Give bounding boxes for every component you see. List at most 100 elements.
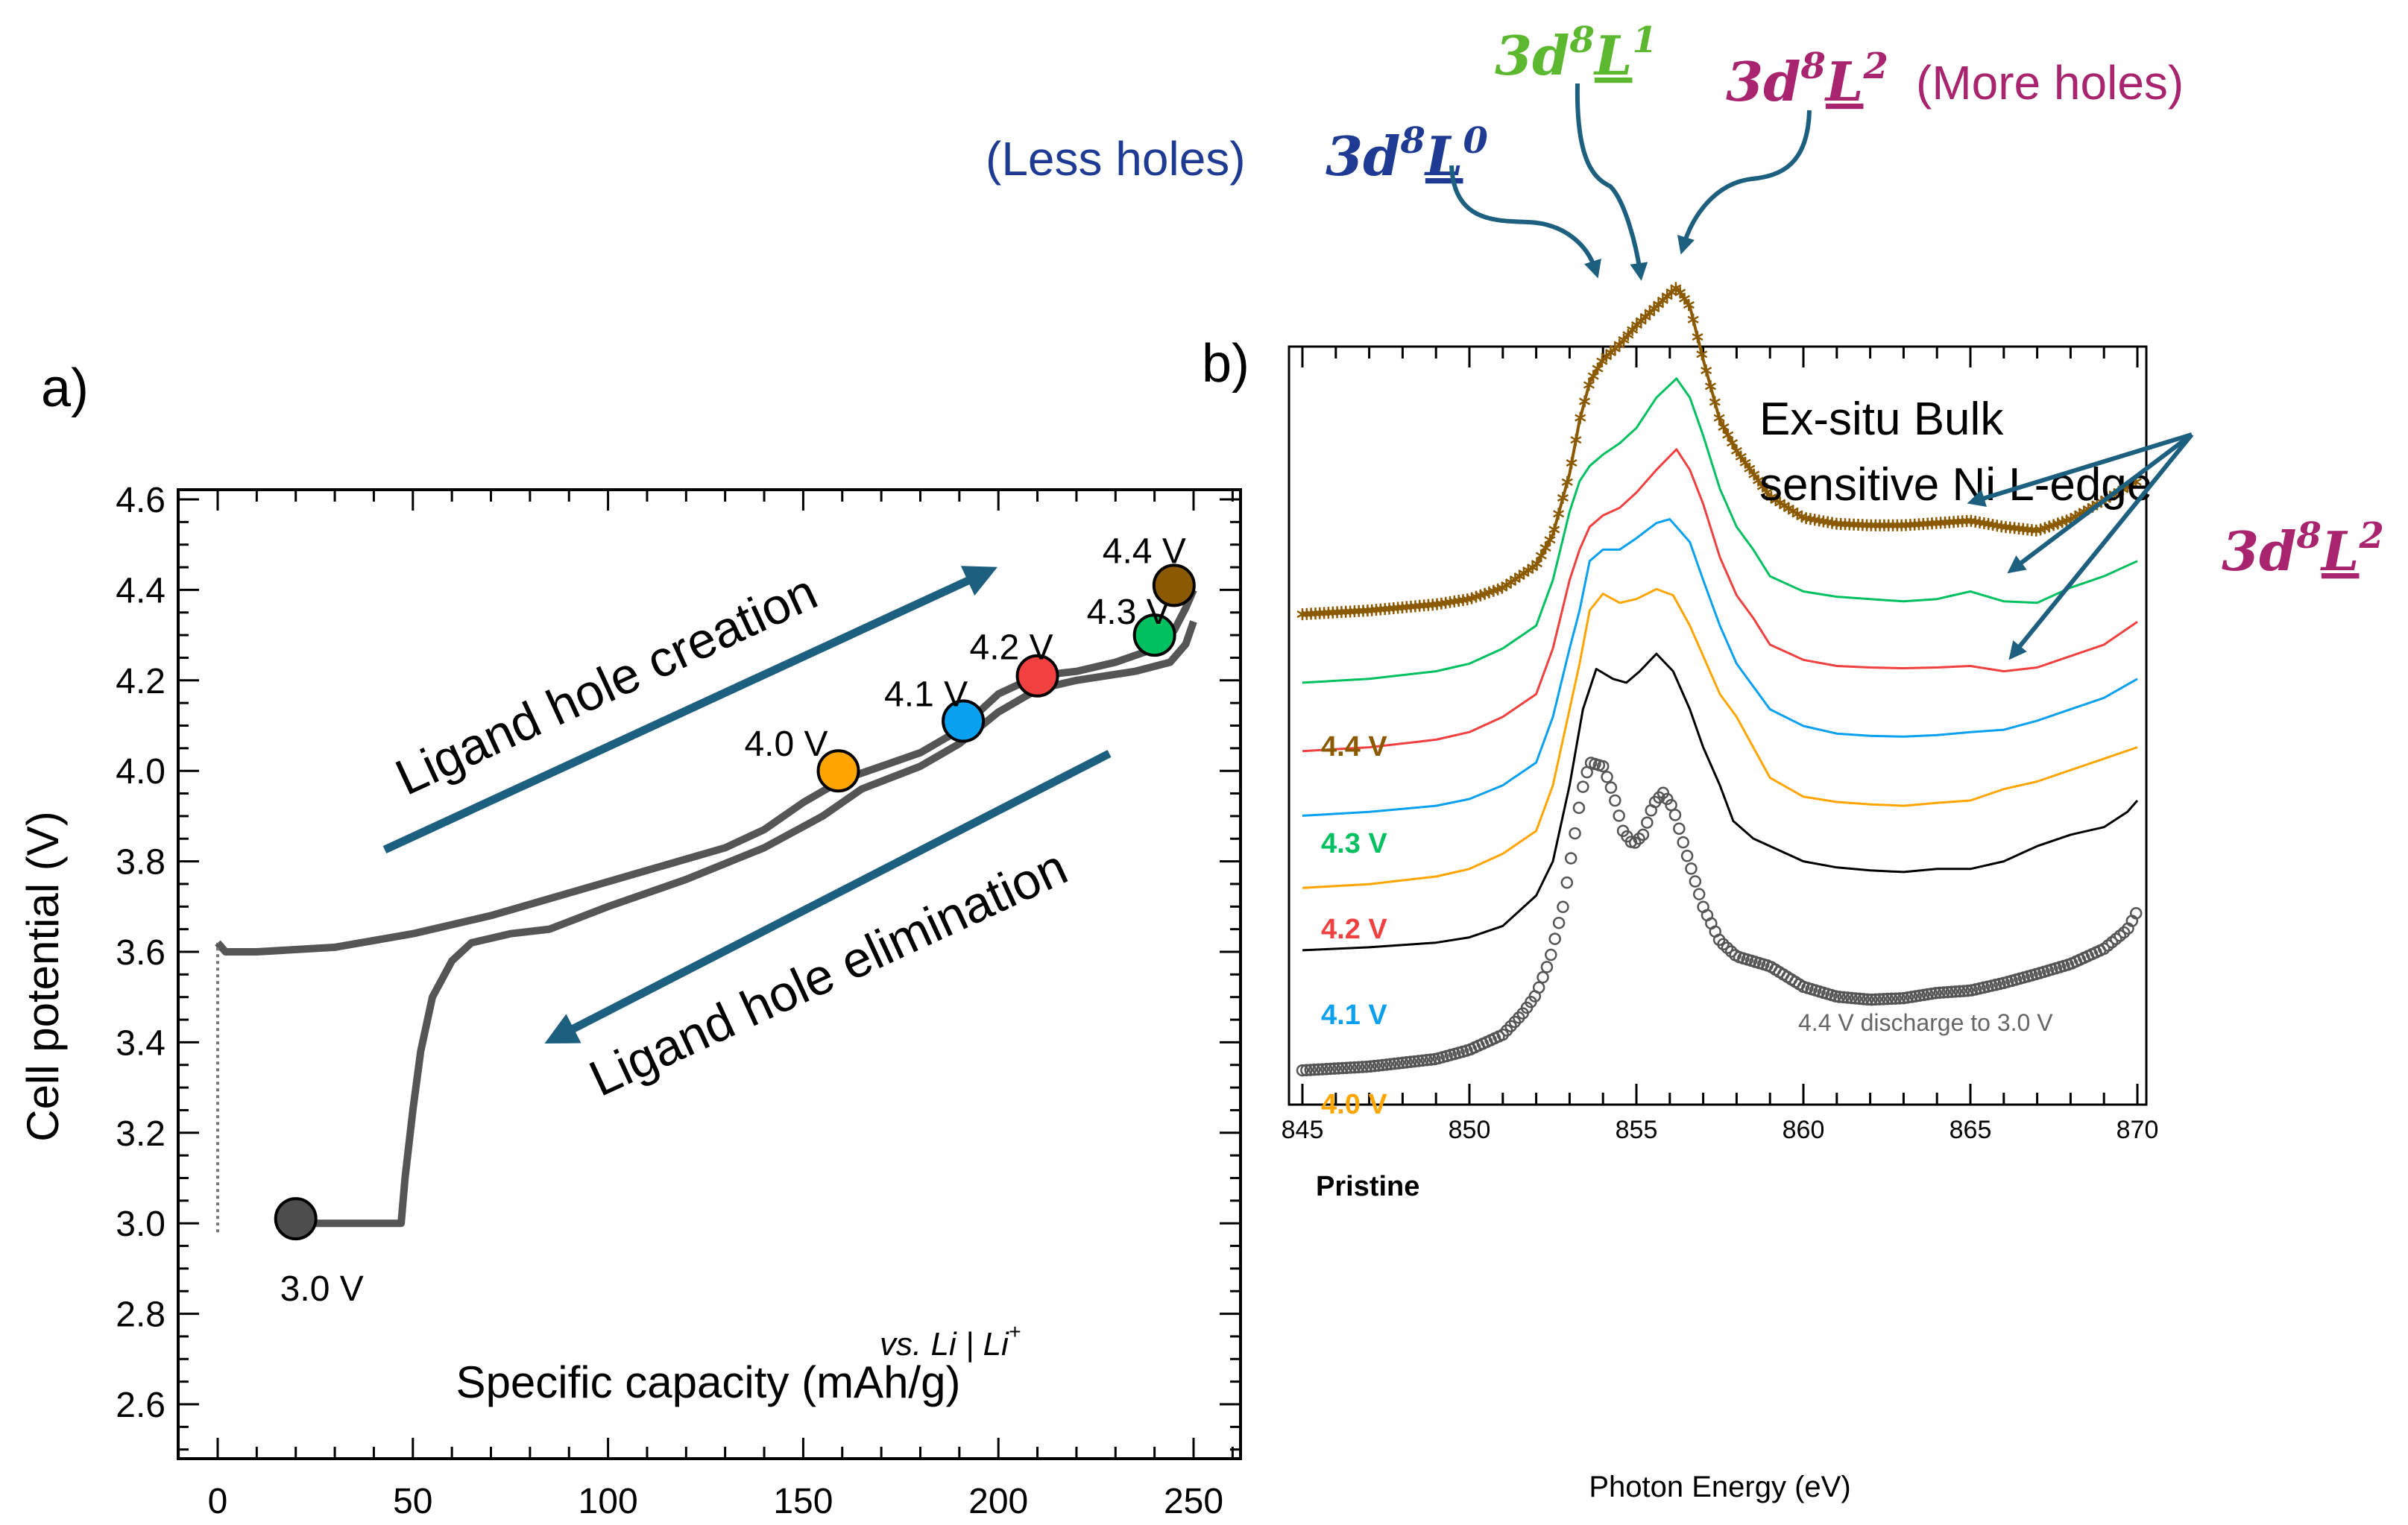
discharge-point <box>1552 916 1566 929</box>
y-tick-label: 2.6 <box>116 1386 166 1425</box>
discharge-point <box>1680 850 1694 862</box>
asterisk-point <box>1701 364 1712 377</box>
discharge-point <box>1673 822 1686 835</box>
config-l2-label: 3d8L2 <box>1726 45 1888 113</box>
discharge-point <box>1628 836 1642 849</box>
spectrum-line <box>1302 448 2138 753</box>
discharge-point <box>1372 1059 1385 1072</box>
asterisk-point <box>1557 492 1569 504</box>
discharge-point <box>1320 1063 1333 1076</box>
series-label: 4.2 V <box>1321 914 1387 945</box>
asterisk-point <box>1709 396 1721 408</box>
x-tick-label: 50 <box>393 1482 432 1521</box>
discharge-point <box>1316 1063 1329 1076</box>
discharge-point <box>1957 985 1970 997</box>
discharge-point <box>1332 1062 1345 1075</box>
discharge-point <box>1873 993 1886 1005</box>
spectrum-line <box>1302 285 2138 616</box>
discharge-point <box>1328 1062 1341 1075</box>
discharge-point <box>1933 986 1947 1000</box>
discharge-point <box>1569 827 1581 840</box>
series-label: 4.4 V <box>1321 731 1387 762</box>
x-tick-label: 150 <box>773 1482 833 1521</box>
discharge-point <box>1601 771 1613 783</box>
discharge-note: 4.4 V discharge to 3.0 V <box>1798 1009 2053 1036</box>
panel-a-markers: 3.0 V 4.0 V 4.1 V4.2 V 4.3 V 4.4 V <box>274 531 1196 1309</box>
asterisk-point <box>1561 476 1573 488</box>
discharge-point <box>1636 828 1650 842</box>
discharge-point <box>1685 862 1698 875</box>
spectrum-line <box>1302 652 2139 952</box>
discharge-point <box>1380 1058 1393 1071</box>
l1-pointer-arrow <box>1575 83 1648 281</box>
series-label: 4.1 V <box>1321 1000 1387 1031</box>
asterisk-point <box>1575 411 1586 424</box>
discharge-point <box>1833 991 1846 1003</box>
series-label: 4.0 V <box>1321 1089 1387 1120</box>
discharge-point <box>1324 1062 1337 1076</box>
panel-b-frame <box>1287 345 2148 1106</box>
discharge-point <box>1536 970 1549 984</box>
discharge-point <box>1532 981 1545 994</box>
asterisk-point <box>1696 348 1708 361</box>
config-l1-label: 3d8L1 <box>1495 19 1657 87</box>
l0-pointer-arrow <box>1449 165 1601 279</box>
discharge-point <box>1665 798 1677 812</box>
state-marker-label: 4.0 V <box>744 724 828 764</box>
state-marker-label: 4.3 V <box>1087 593 1170 632</box>
y-tick-label: 3.6 <box>116 933 166 973</box>
discharge-point <box>1364 1060 1377 1073</box>
x-tick-label: 845 <box>1282 1116 1324 1144</box>
discharge-point <box>1420 1053 1433 1067</box>
discharge-point <box>1953 985 1966 998</box>
discharge-point <box>1937 986 1950 999</box>
discharge-point <box>1548 932 1561 945</box>
discharge-point <box>1893 992 1906 1005</box>
x-tick-label: 860 <box>1783 1116 1825 1144</box>
discharge-point <box>1368 1059 1381 1073</box>
asterisk-point <box>1687 313 1699 326</box>
discharge-point <box>1388 1057 1401 1070</box>
discharge-point <box>1609 794 1621 807</box>
state-marker <box>274 1197 318 1241</box>
discharge-point <box>2129 907 2143 920</box>
state-marker-label: 4.2 V <box>970 628 1053 668</box>
y-tick-label: 2.8 <box>116 1295 166 1335</box>
discharge-point <box>1845 991 1858 1005</box>
discharge-point <box>1348 1061 1361 1074</box>
l2-pointer-arrow <box>1677 110 1812 255</box>
y-tick-label: 4.6 <box>116 481 166 520</box>
asterisk-point <box>1583 379 1595 391</box>
asterisk-point <box>1544 534 1556 546</box>
panel-b-xlabel: Photon Energy (eV) <box>1589 1471 1850 1503</box>
spectrum-line <box>1302 587 2138 889</box>
asterisk-point <box>1539 542 1551 554</box>
panel-label-a: a) <box>41 359 89 418</box>
discharge-point <box>1941 985 1954 999</box>
asterisk-point <box>1704 380 1717 393</box>
y-tick-label: 3.0 <box>116 1204 166 1244</box>
discharge-point <box>1296 1064 1309 1077</box>
discharge-point <box>1384 1058 1397 1070</box>
discharge-point <box>1961 984 1974 997</box>
discharge-point <box>1668 809 1682 821</box>
y-tick-label: 4.2 <box>116 662 166 701</box>
discharge-point <box>1837 991 1850 1004</box>
discharge-point <box>1312 1063 1325 1076</box>
ligand-creation-label: Ligand hole creation <box>387 563 825 806</box>
discharge-point <box>1577 780 1589 793</box>
panel-b-chart: 845 850 855 860 865 870 4.4 V4.3 V4.2 V4.1 V4… <box>1282 282 2158 1503</box>
discharge-point <box>1557 900 1569 914</box>
y-tick-label: 4.0 <box>116 752 166 792</box>
discharge-point <box>1308 1063 1321 1076</box>
ligand-creation-arrow <box>382 566 997 853</box>
exsitu-label-line1: Ex-situ Bulk <box>1759 394 2004 445</box>
more-holes-label: (More holes) <box>1916 56 2184 110</box>
l2-right-arrow-3 <box>2008 433 2194 660</box>
discharge-point <box>1336 1061 1349 1075</box>
panel-label-b: b) <box>1202 334 1249 394</box>
discharge-point <box>1360 1060 1373 1073</box>
discharge-point <box>1300 1064 1313 1077</box>
discharge-curve <box>295 620 1197 1228</box>
asterisk-point <box>1570 434 1582 446</box>
